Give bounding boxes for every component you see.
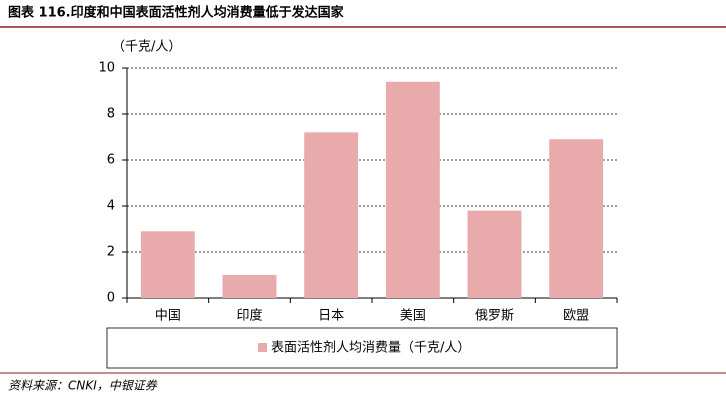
x-tick-label: 俄罗斯 xyxy=(475,309,514,324)
y-tick-label: 10 xyxy=(98,61,115,76)
y-tick-label: 8 xyxy=(107,107,115,122)
bar xyxy=(549,139,604,298)
bar xyxy=(467,210,522,298)
x-tick-label: 美国 xyxy=(400,309,426,324)
legend-box xyxy=(106,327,618,369)
x-tick-label: 中国 xyxy=(155,309,181,324)
y-axis-label: （千克/人） xyxy=(112,40,181,55)
x-tick-label: 欧盟 xyxy=(563,309,589,324)
bar xyxy=(385,81,440,298)
y-tick-label: 6 xyxy=(107,153,115,168)
y-tick-label: 2 xyxy=(107,245,115,260)
y-tick-label: 4 xyxy=(107,199,115,214)
bar xyxy=(222,275,277,298)
source: 资料来源：CNKI，中银证券 xyxy=(8,379,158,393)
legend-swatch xyxy=(258,343,267,352)
bar xyxy=(140,231,195,298)
y-tick-label: 0 xyxy=(107,291,115,306)
chart-title: 图表 116.印度和中国表面活性剂人均消费量低于发达国家 xyxy=(8,5,345,21)
x-tick-label: 日本 xyxy=(318,309,344,324)
legend-label: 表面活性剂人均消费量（千克/人） xyxy=(271,341,470,356)
bar xyxy=(304,132,359,298)
x-tick-label: 印度 xyxy=(236,308,262,324)
